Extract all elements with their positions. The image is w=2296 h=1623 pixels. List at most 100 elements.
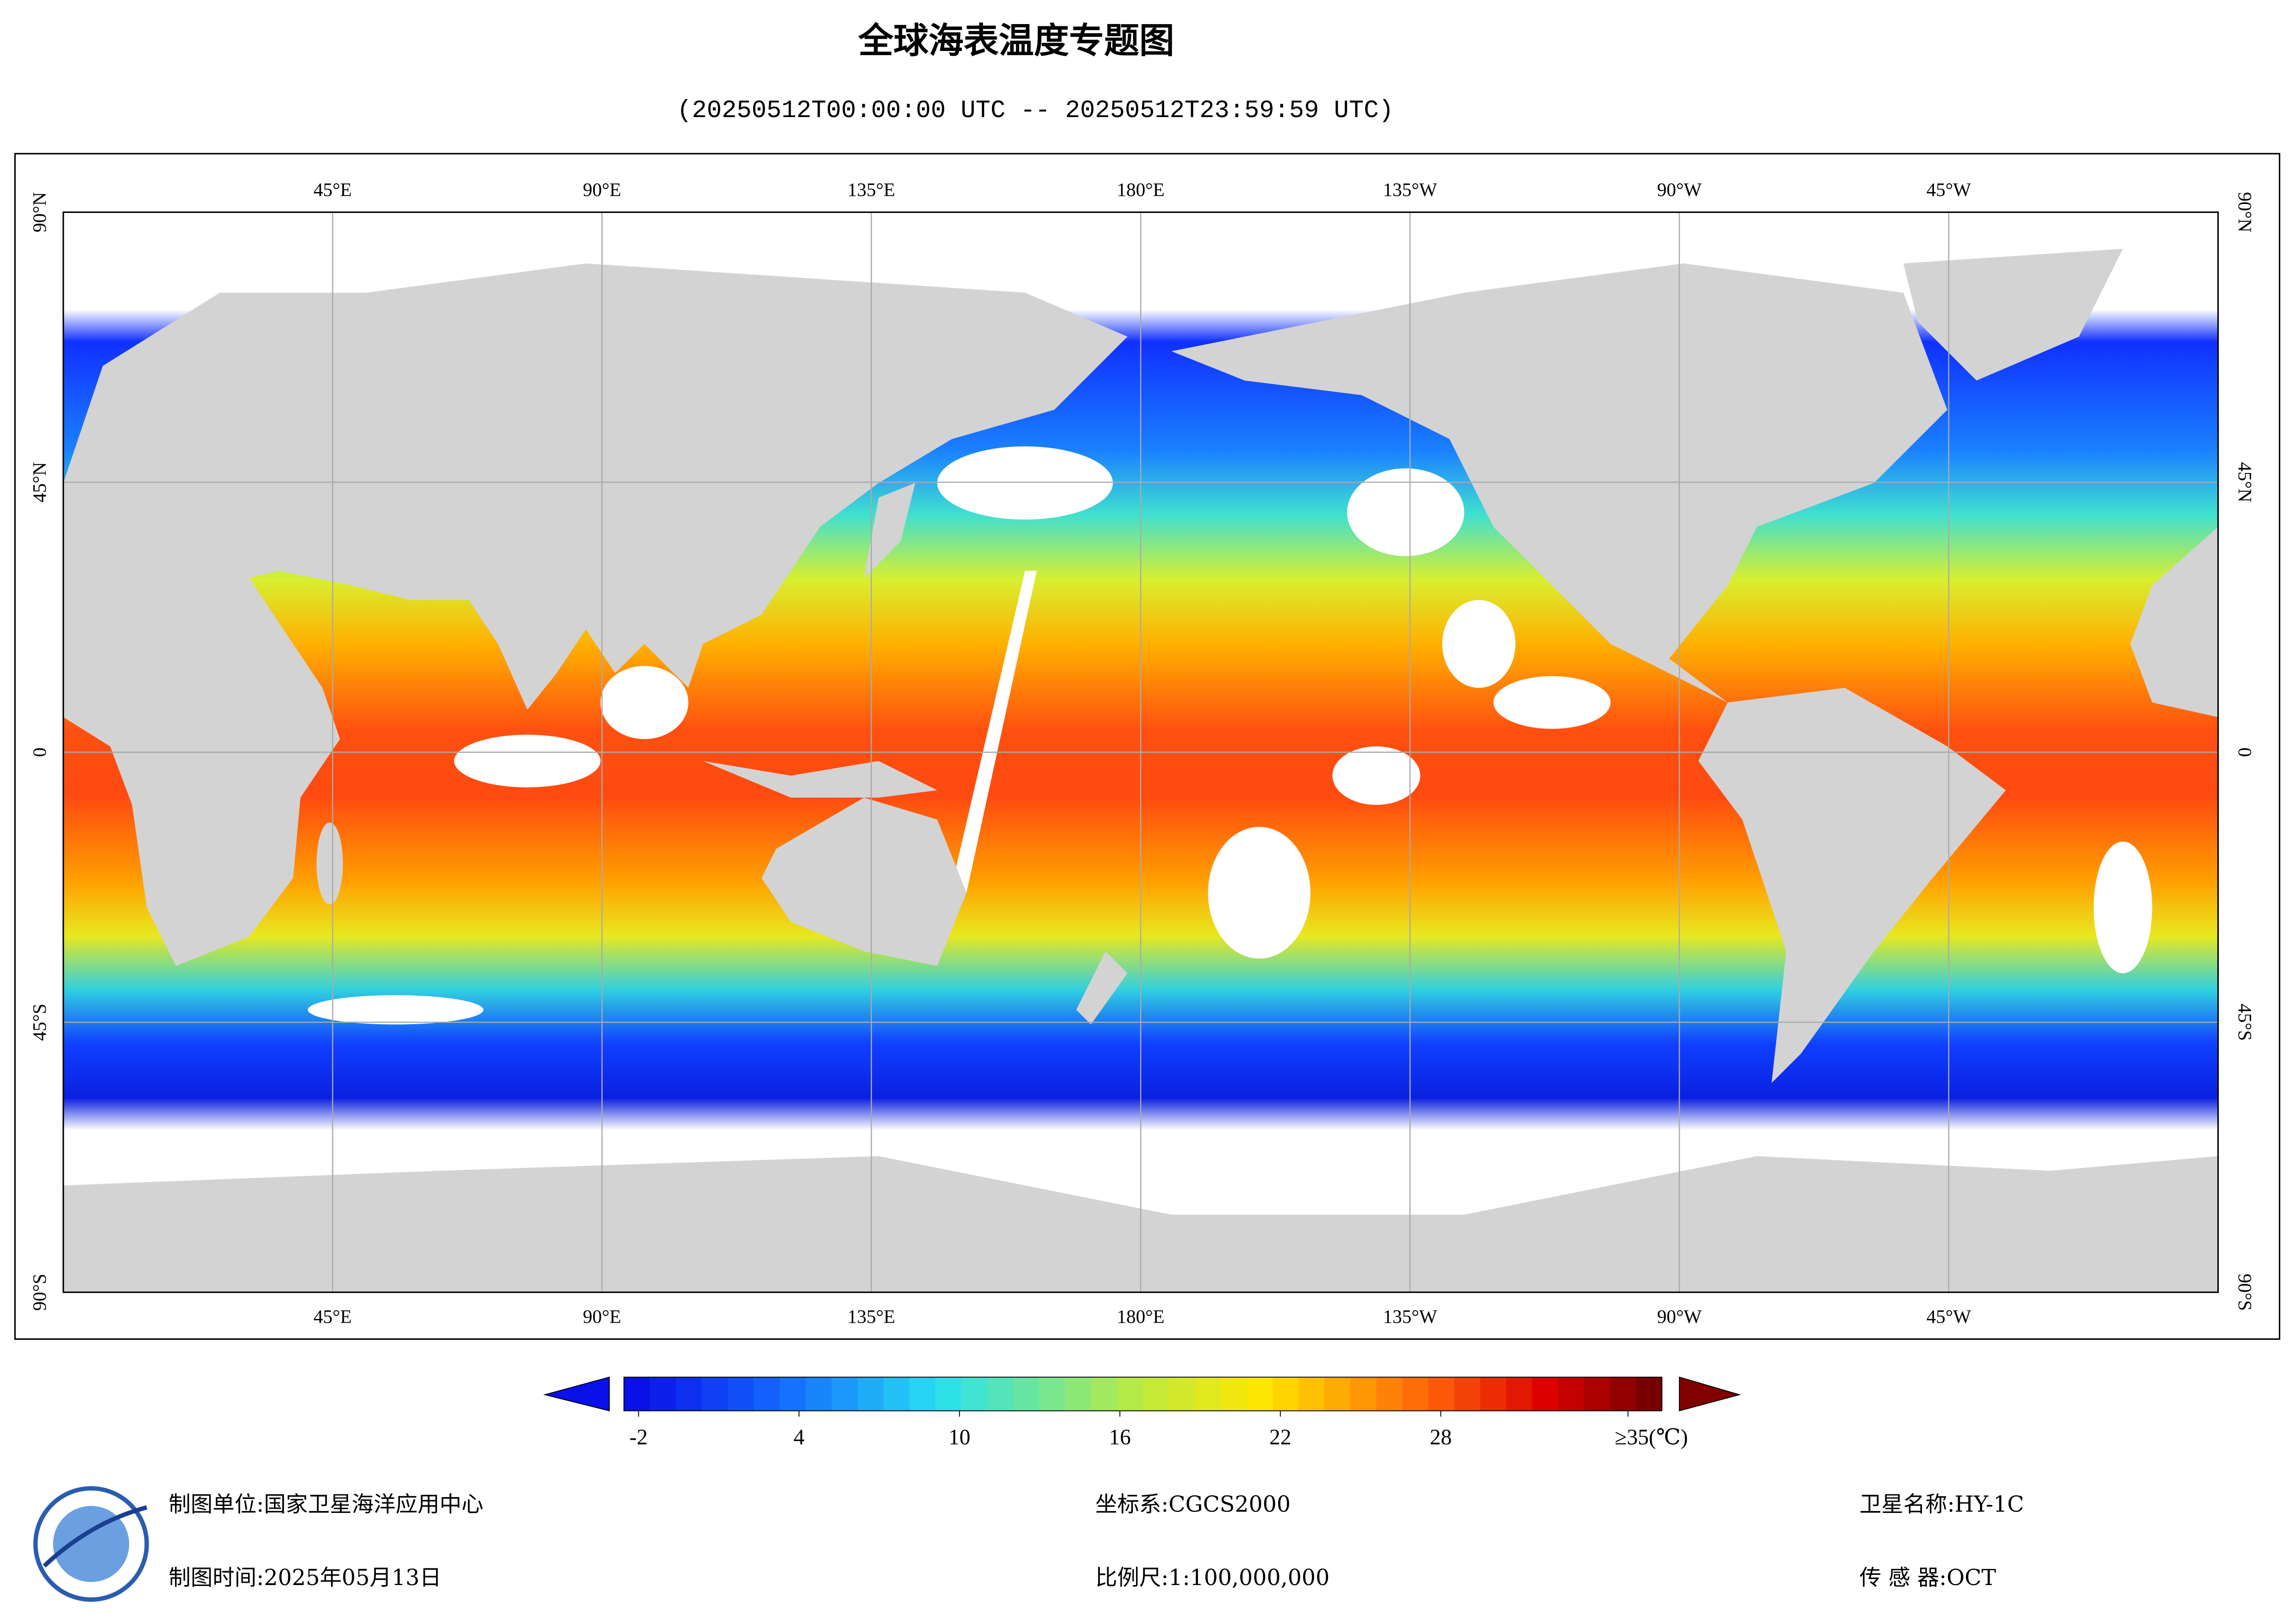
colorbar-step bbox=[1298, 1377, 1325, 1411]
cloud bbox=[454, 734, 601, 788]
japan bbox=[864, 483, 916, 578]
colorbar-step bbox=[754, 1377, 780, 1411]
map-title: 全球海表温度专题图 bbox=[858, 20, 1174, 61]
lat-label-right: 0 bbox=[2234, 747, 2256, 757]
colorbar-step bbox=[935, 1377, 962, 1411]
lon-label-top: 135°W bbox=[1383, 179, 1437, 200]
colorbar-step bbox=[1350, 1377, 1377, 1411]
map-subtitle: (20250512T00:00:00 UTC -- 20250512T23:59… bbox=[677, 97, 1393, 125]
colorbar-label: 16 bbox=[1109, 1425, 1131, 1449]
scale: 比例尺:1:100,000,000 bbox=[1095, 1565, 1329, 1591]
map-date: 制图时间:2025年05月13日 bbox=[168, 1565, 441, 1591]
colorbar-step bbox=[1324, 1377, 1351, 1411]
colorbar-step bbox=[1506, 1377, 1533, 1411]
lon-label-bottom: 135°E bbox=[848, 1306, 895, 1327]
africa-east bbox=[63, 527, 340, 966]
cloud bbox=[937, 446, 1113, 520]
colorbar-step bbox=[1480, 1377, 1507, 1411]
colorbar-under-arrow bbox=[543, 1376, 610, 1412]
lon-label-bottom: 45°W bbox=[1927, 1306, 1972, 1327]
colorbar-label: 22 bbox=[1269, 1425, 1291, 1449]
lat-label-left: 45°N bbox=[29, 462, 50, 502]
lat-label-left: 90°S bbox=[29, 1274, 50, 1311]
lon-label-top: 135°E bbox=[848, 179, 895, 200]
colorbar-step bbox=[1558, 1377, 1585, 1411]
lat-label-right: 45°S bbox=[2234, 1004, 2256, 1041]
colorbar-label: 10 bbox=[948, 1425, 970, 1449]
colorbar: -2 4 10 16 22 28 ≥35(℃) bbox=[543, 1376, 1741, 1449]
colorbar-over-arrow bbox=[1678, 1376, 1741, 1412]
cloud bbox=[1332, 746, 1421, 805]
colorbar-label: 4 bbox=[793, 1425, 805, 1449]
colorbar-label: ≥35(℃) bbox=[1615, 1425, 1688, 1449]
colorbar-step bbox=[883, 1377, 910, 1411]
australia bbox=[761, 797, 967, 966]
map-frame bbox=[14, 153, 2281, 1340]
cloud bbox=[1493, 676, 1611, 729]
colorbar-step bbox=[1454, 1377, 1481, 1411]
madagascar bbox=[316, 822, 343, 905]
colorbar-step bbox=[1610, 1377, 1637, 1411]
cloud bbox=[2093, 841, 2152, 973]
cloud bbox=[1442, 600, 1516, 688]
colorbar-step bbox=[1013, 1377, 1040, 1411]
lon-label-bottom: 90°E bbox=[583, 1306, 621, 1327]
colorbar-step bbox=[1247, 1377, 1273, 1411]
colorbar-step bbox=[1376, 1377, 1403, 1411]
colorbar-step bbox=[1635, 1377, 1663, 1411]
lon-label-bottom: 180°E bbox=[1117, 1306, 1165, 1327]
lat-label-left: 45°S bbox=[29, 1004, 50, 1041]
colorbar-border bbox=[623, 1376, 1662, 1412]
colorbar-step bbox=[831, 1377, 858, 1411]
colorbar-step bbox=[1428, 1377, 1455, 1411]
logo-globe bbox=[53, 1506, 130, 1582]
colorbar-step bbox=[1168, 1377, 1196, 1411]
colorbar-step bbox=[987, 1377, 1014, 1411]
lat-label-left: 90°N bbox=[29, 192, 50, 232]
colorbar-step bbox=[649, 1377, 677, 1411]
colorbar-step bbox=[857, 1377, 884, 1411]
colorbar-step bbox=[909, 1377, 936, 1411]
north-america bbox=[1171, 263, 1947, 703]
colorbar-step bbox=[780, 1377, 806, 1411]
cloud bbox=[1347, 468, 1465, 556]
colorbar-step bbox=[1091, 1377, 1118, 1411]
logo bbox=[33, 1486, 149, 1602]
colorbar-step bbox=[1065, 1377, 1092, 1411]
africa-west bbox=[2130, 527, 2218, 717]
colorbar-step bbox=[624, 1377, 651, 1411]
colorbar-label: 28 bbox=[1430, 1425, 1452, 1449]
lon-label-top: 90°W bbox=[1657, 179, 1702, 200]
swath-gap bbox=[952, 571, 1037, 893]
colorbar-step bbox=[675, 1377, 703, 1411]
lon-label-top: 45°E bbox=[313, 179, 352, 200]
clouds bbox=[307, 446, 2152, 1025]
map bbox=[62, 211, 2219, 1293]
colorbar-step bbox=[1584, 1377, 1611, 1411]
new-zealand bbox=[1076, 951, 1128, 1025]
producer: 制图单位:国家卫星海洋应用中心 bbox=[168, 1492, 483, 1517]
lat-label-right: 90°N bbox=[2234, 192, 2256, 232]
lat-label-right: 45°N bbox=[2234, 462, 2256, 502]
colorbar-label: -2 bbox=[630, 1425, 648, 1449]
colorbar-step bbox=[1221, 1377, 1248, 1411]
lon-label-bottom: 45°E bbox=[313, 1306, 352, 1327]
colorbar-step bbox=[1273, 1377, 1299, 1411]
lon-label-bottom: 90°W bbox=[1657, 1306, 1702, 1327]
cloud bbox=[600, 665, 689, 739]
colorbar-step bbox=[961, 1377, 988, 1411]
colorbar-step bbox=[1117, 1377, 1144, 1411]
map-border bbox=[62, 211, 2219, 1293]
sensor: 传 感 器:OCT bbox=[1859, 1565, 1997, 1591]
cloud bbox=[307, 995, 484, 1025]
lon-label-bottom: 135°W bbox=[1383, 1306, 1437, 1327]
indonesia bbox=[703, 761, 937, 798]
colorbar-step bbox=[728, 1377, 755, 1411]
lon-label-top: 45°W bbox=[1927, 179, 1972, 200]
colorbar-step bbox=[1195, 1377, 1222, 1411]
greenland bbox=[1903, 249, 2123, 381]
lon-label-top: 90°E bbox=[583, 179, 621, 200]
logo-orbit bbox=[43, 1505, 148, 1568]
eurasia bbox=[63, 263, 1128, 710]
colorbar-step bbox=[1402, 1377, 1429, 1411]
